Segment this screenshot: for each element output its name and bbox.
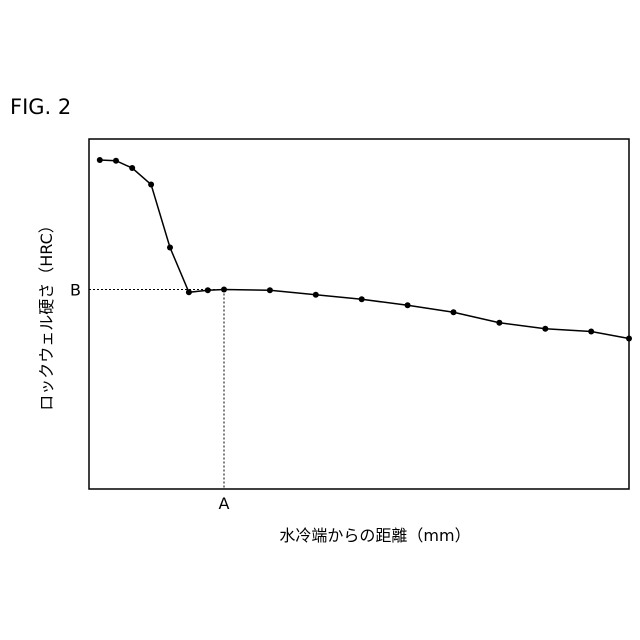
reference-lines [89,290,224,490]
data-point [359,296,365,302]
x-axis-label: 水冷端からの距離（mm） [279,526,470,545]
data-point [626,336,632,342]
data-point [496,320,502,326]
data-point [129,165,135,171]
figure-label: FIG. 2 [10,95,71,119]
x-marker-label: A [219,494,230,513]
y-marker-label: B [70,281,81,300]
series-line [100,160,629,339]
data-point [205,287,211,293]
data-series [97,157,632,342]
data-point [313,292,319,298]
data-point [167,245,173,251]
data-point [113,158,119,164]
data-point [405,302,411,308]
plot-frame [89,139,629,489]
data-point [588,329,594,335]
data-point [542,326,548,332]
y-axis-label: ロックウェル硬さ（HRC） [37,217,56,411]
data-point [267,287,273,293]
data-point [221,287,227,293]
data-point [451,309,457,315]
data-point [186,289,192,295]
data-point [148,182,154,188]
data-point [97,157,103,163]
